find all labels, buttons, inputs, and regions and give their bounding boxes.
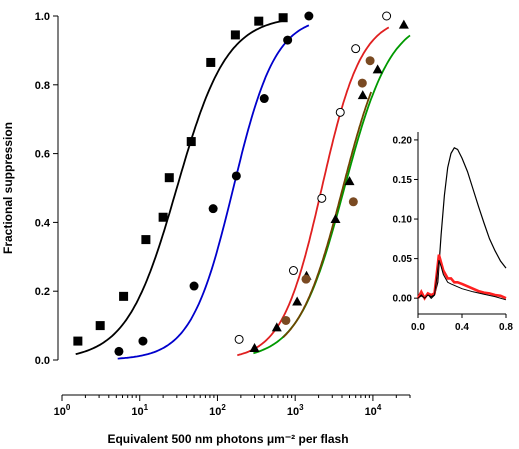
inset-y-tick-label: 0.20 <box>393 135 413 146</box>
data-point-series-2 <box>304 11 314 21</box>
y-tick-label: 1.0 <box>35 11 50 23</box>
x-tick-label: 100 <box>54 403 71 418</box>
data-point-series-4 <box>398 19 409 29</box>
data-point-series-3 <box>382 11 392 21</box>
fit-curve-5 <box>282 91 373 338</box>
inset-axes: 0.00 0.05 0.10 0.15 0.20 0.0 0.4 0.8 <box>393 132 513 333</box>
data-point-series-3 <box>317 193 327 203</box>
data-point-series-5 <box>348 197 358 207</box>
data-point-series-3 <box>351 44 361 54</box>
data-point-series-2 <box>189 281 199 291</box>
data-point-series-5 <box>281 315 291 325</box>
data-point-series-2 <box>138 336 148 346</box>
x-tick-label: 101 <box>131 403 148 418</box>
main-plot: 0.0 0.2 0.4 0.6 0.8 1.0 100 101 102 103 104 Fracti… <box>1 11 411 446</box>
inset-y-tick-label: 0.00 <box>393 294 413 305</box>
data-point-series-1 <box>230 30 240 40</box>
data-point-series-1 <box>254 16 264 26</box>
inset-trace-1 <box>417 147 507 300</box>
main-points <box>73 11 409 356</box>
data-point-series-4 <box>292 296 303 306</box>
y-tick-label: 0.6 <box>35 149 50 161</box>
data-point-series-2 <box>208 204 218 214</box>
fit-curve-3 <box>237 26 390 357</box>
data-point-series-1 <box>73 336 83 346</box>
fit-curve-4 <box>253 34 411 355</box>
y-tick-label: 0.0 <box>35 355 50 367</box>
x-tick-label: 104 <box>365 403 382 418</box>
inset-x-tick-label: 0.4 <box>455 322 469 333</box>
y-tick-label: 0.2 <box>35 286 50 298</box>
main-curves <box>75 19 411 360</box>
fit-curve-1 <box>75 19 285 355</box>
inset-trace-2 <box>416 254 507 301</box>
data-point-series-4 <box>372 64 383 74</box>
data-point-series-5 <box>301 274 311 284</box>
fit-curve-2 <box>117 24 310 360</box>
inset-lines <box>416 147 507 301</box>
x-axis-title: Equivalent 500 nm photons μm⁻² per flash <box>107 432 348 446</box>
data-point-series-4 <box>249 342 260 352</box>
inset-x-tick-label: 0.0 <box>411 322 425 333</box>
inset-plot: 0.00 0.05 0.10 0.15 0.20 0.0 0.4 0.8 <box>393 132 513 333</box>
data-point-series-1 <box>186 137 196 147</box>
data-point-series-5 <box>365 56 375 66</box>
y-axis-title: Fractional suppression <box>1 122 15 254</box>
data-point-series-4 <box>357 90 368 100</box>
data-point-series-2 <box>231 171 241 181</box>
data-point-series-2 <box>114 346 124 356</box>
data-point-series-1 <box>95 321 105 331</box>
data-point-series-3 <box>288 266 298 276</box>
data-point-series-1 <box>158 212 168 222</box>
x-tick-label: 103 <box>287 403 304 418</box>
data-point-series-1 <box>278 13 288 23</box>
main-axes: 0.0 0.2 0.4 0.6 0.8 1.0 100 101 102 103 104 <box>35 11 411 418</box>
y-tick-label: 0.4 <box>35 217 51 229</box>
data-point-series-1 <box>141 235 151 245</box>
data-point-series-1 <box>206 57 216 67</box>
data-point-series-2 <box>283 35 293 45</box>
inset-y-tick-label: 0.05 <box>393 254 413 265</box>
inset-trace-3 <box>417 260 507 301</box>
data-point-series-4 <box>330 213 341 223</box>
data-point-series-1 <box>119 291 129 301</box>
data-point-series-2 <box>259 94 269 104</box>
data-point-series-3 <box>234 334 244 344</box>
data-point-series-3 <box>335 107 345 117</box>
data-point-series-4 <box>271 322 282 332</box>
x-tick-label: 102 <box>209 403 226 418</box>
y-tick-label: 0.8 <box>35 80 50 92</box>
inset-y-tick-label: 0.15 <box>393 175 413 186</box>
data-point-series-4 <box>344 176 355 186</box>
data-point-series-5 <box>357 78 367 88</box>
data-point-series-1 <box>164 173 174 183</box>
inset-x-tick-label: 0.8 <box>499 322 513 333</box>
inset-y-tick-label: 0.10 <box>393 215 413 226</box>
